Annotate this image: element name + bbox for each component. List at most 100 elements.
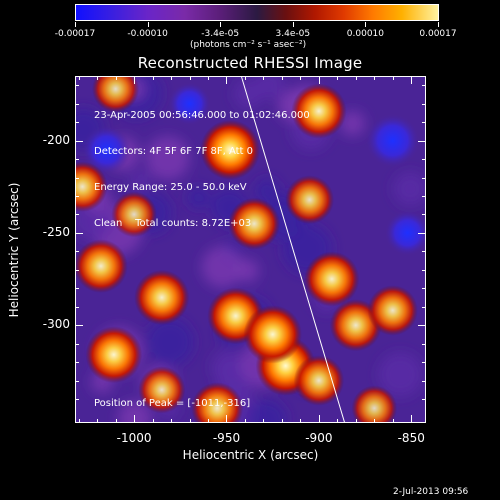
observation-info: 23-Apr-2005 00:56:46.000 to 01:02:46.000… <box>94 86 310 242</box>
y-minor-tick <box>75 103 79 105</box>
y-tick-label: -300 <box>42 317 70 332</box>
y-minor-tick <box>422 288 426 290</box>
peak-position: Position of Peak = [-1011,-316] <box>94 398 251 409</box>
y-minor-tick <box>422 195 426 197</box>
info-detectors: Detectors: 4F 5F 6F 7F 8F, Att 0 <box>94 146 254 157</box>
emission-source <box>134 269 190 326</box>
image-texture <box>75 76 426 423</box>
emission-source <box>351 385 398 423</box>
emission-source <box>200 119 261 180</box>
y-minor-tick <box>75 343 79 345</box>
y-minor-tick <box>422 343 426 345</box>
x-minor-tick <box>208 76 209 80</box>
emission-source <box>191 382 244 423</box>
x-tick-label: -850 <box>397 431 425 445</box>
y-minor-tick <box>422 159 426 161</box>
colorbar-units: (photons cm⁻² s⁻¹ asec⁻²) <box>190 40 307 50</box>
y-minor-tick <box>75 159 79 161</box>
plot-timestamp: 2-Jul-2013 09:56 <box>393 487 469 497</box>
y-minor-tick <box>75 251 79 253</box>
x-tick-label: -950 <box>212 431 241 445</box>
negative-source <box>167 82 212 126</box>
texture-blob <box>378 352 423 397</box>
x-minor-tick <box>189 76 191 80</box>
colorbar-tick <box>292 22 294 27</box>
x-tick <box>226 76 228 84</box>
texture-blob <box>129 171 151 192</box>
y-tick <box>418 325 426 327</box>
negative-source <box>82 125 131 175</box>
negative-sources <box>82 82 426 256</box>
y-minor-tick <box>75 214 79 216</box>
x-minor-tick <box>97 76 99 80</box>
x-tick <box>318 415 320 423</box>
info-energy-range: Energy Range: 25.0 - 50.0 keV <box>94 182 247 193</box>
y-minor-tick <box>422 85 426 87</box>
x-tick <box>411 415 413 423</box>
y-tick <box>75 325 83 327</box>
x-tick-label: -1000 <box>116 431 152 445</box>
emission-source <box>92 76 140 113</box>
colorbar-tick <box>220 22 222 27</box>
y-tick <box>75 232 83 234</box>
x-minor-tick <box>392 76 394 80</box>
texture-blob <box>339 110 366 136</box>
texture-blob <box>233 79 263 109</box>
colorbar-tick-label: -0.00017 <box>54 29 96 39</box>
x-minor-tick <box>244 419 246 423</box>
colorbar-tick <box>147 22 149 27</box>
y-minor-tick <box>75 122 79 124</box>
texture-blob <box>201 246 243 288</box>
texture-blob <box>393 171 426 206</box>
x-minor-tick <box>263 76 265 80</box>
emission-source <box>75 161 108 212</box>
x-tick-label: -900 <box>305 431 333 445</box>
x-tick <box>134 76 136 84</box>
x-minor-tick <box>281 419 283 423</box>
info-time-range: 23-Apr-2005 00:56:46.000 to 01:02:46.000 <box>94 110 310 121</box>
y-minor-tick <box>422 214 426 216</box>
emission-source <box>138 366 186 414</box>
negative-source <box>365 113 420 168</box>
x-minor-tick <box>355 76 357 80</box>
y-tick-label: -200 <box>42 132 70 147</box>
x-minor-tick <box>171 76 173 80</box>
rhessi-image <box>75 76 426 423</box>
x-minor-tick <box>97 419 99 423</box>
y-minor-tick <box>422 103 426 105</box>
x-minor-tick <box>152 76 154 80</box>
y-tick <box>75 140 83 142</box>
y-minor-tick <box>422 122 426 124</box>
colorbar-tick-label: -0.00010 <box>127 29 168 39</box>
y-minor-tick <box>75 269 79 271</box>
x-minor-tick <box>171 419 173 423</box>
texture-blob <box>246 399 287 423</box>
x-minor-tick <box>337 419 339 423</box>
x-minor-tick <box>374 419 376 423</box>
x-minor-tick <box>300 419 302 423</box>
colorbar-tick-label: 0.00017 <box>419 29 457 39</box>
y-minor-tick <box>422 306 426 308</box>
emission-sources <box>75 76 418 423</box>
x-minor-tick <box>337 76 339 80</box>
y-minor-tick <box>75 288 79 290</box>
y-minor-tick <box>75 399 79 400</box>
emission-source <box>367 285 418 336</box>
y-minor-tick <box>422 269 426 271</box>
y-minor-tick <box>422 362 426 364</box>
x-minor-tick <box>300 76 302 80</box>
y-minor-tick <box>422 399 426 400</box>
colorbar-tick-label: -3.4e-05 <box>201 29 240 39</box>
x-minor-tick <box>115 419 117 423</box>
colorbar-tick <box>75 22 76 27</box>
y-minor-tick <box>422 251 426 253</box>
x-minor-tick <box>355 419 357 423</box>
y-minor-tick <box>75 85 79 87</box>
x-axis-label: Heliocentric X (arcsec) <box>182 448 319 462</box>
x-minor-tick <box>115 76 117 80</box>
emission-source <box>291 83 347 139</box>
colorbar-tick <box>365 22 367 27</box>
y-axis-label: Heliocentric Y (arcsec) <box>7 182 21 318</box>
colorbar-tick-label: 3.4e-05 <box>275 29 311 39</box>
x-minor-tick <box>374 76 376 80</box>
